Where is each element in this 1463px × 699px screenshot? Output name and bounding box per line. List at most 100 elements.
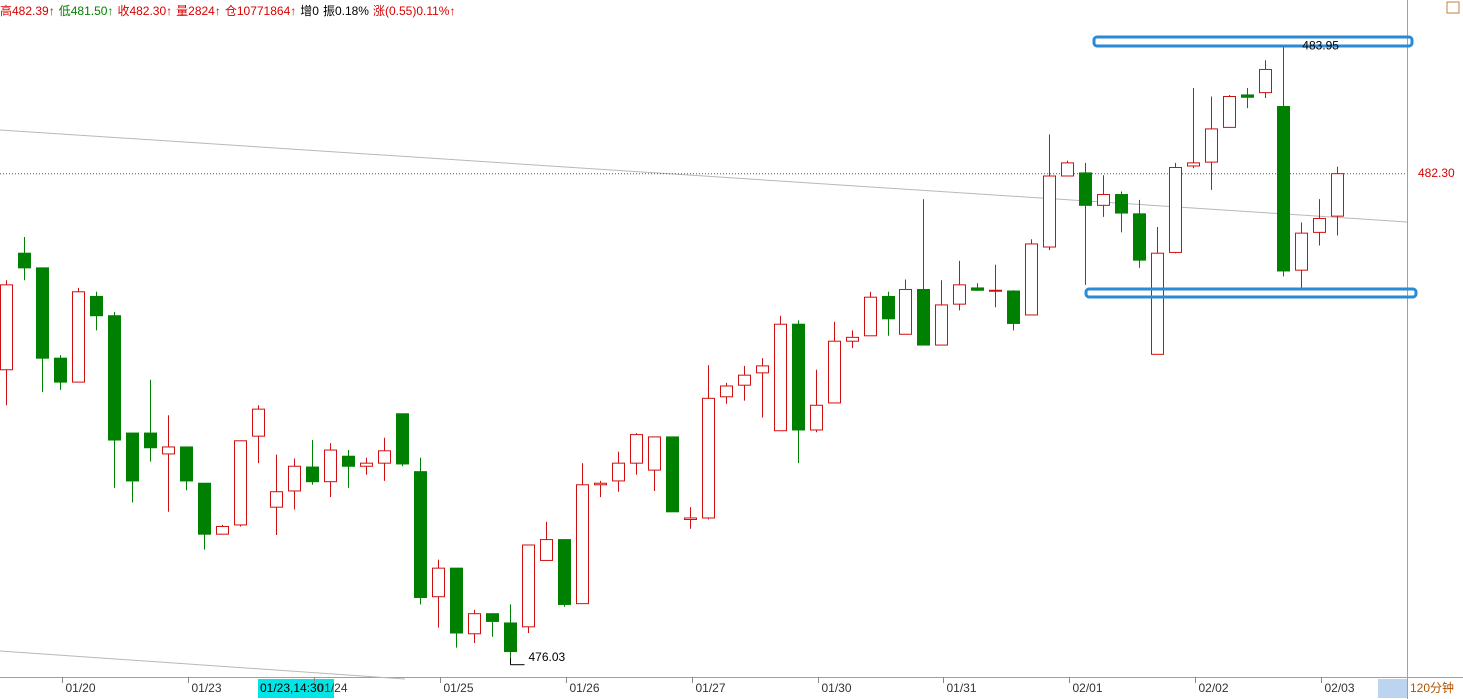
- candle-body: [1295, 232, 1308, 271]
- x-tick-label: 01/23: [191, 681, 221, 695]
- candle-body: [450, 567, 463, 634]
- candle-body: [1115, 194, 1128, 214]
- candle-body: [684, 517, 697, 521]
- scroll-box[interactable]: [1378, 679, 1407, 698]
- candle-body: [1025, 243, 1038, 316]
- candle-body: [396, 413, 409, 465]
- candle-body: [720, 385, 733, 398]
- candle-body: [486, 613, 499, 622]
- candle-body: [162, 446, 175, 455]
- candle-body: [1169, 167, 1182, 253]
- candle-body: [630, 434, 643, 464]
- candle-body: [971, 287, 984, 291]
- candle-body: [270, 491, 283, 508]
- candle-body: [1277, 106, 1290, 272]
- candle-body: [1223, 95, 1236, 128]
- cursor-label: 01/23,14:30: [260, 681, 324, 695]
- candle-body: [1097, 194, 1110, 206]
- candle-body: [468, 613, 481, 635]
- candle-body: [90, 295, 103, 317]
- candle-body: [612, 462, 625, 482]
- candle-body: [558, 539, 571, 605]
- header-item: 振0.18%: [323, 4, 369, 18]
- header-item: 量2824↑: [176, 4, 221, 18]
- candle-body: [1205, 128, 1218, 163]
- candle-body: [1043, 175, 1056, 248]
- x-tick-label: 01/24: [317, 681, 347, 695]
- candle-body: [576, 484, 589, 605]
- candle-body: [432, 567, 445, 598]
- candle-body: [360, 462, 373, 467]
- candle-body: [378, 450, 391, 464]
- last-price-label: 482.30: [1418, 166, 1455, 180]
- candle-body: [1187, 162, 1200, 167]
- candle-body: [504, 622, 517, 653]
- x-tick-label: 02/03: [1324, 681, 1354, 695]
- x-tick-label: 01/31: [946, 681, 976, 695]
- candle-body: [522, 544, 535, 628]
- x-tick-label: 01/25: [443, 681, 473, 695]
- candle-body: [1061, 162, 1074, 177]
- candle-body: [288, 465, 301, 492]
- candle-body: [540, 539, 553, 561]
- header-item: 高482.39↑: [0, 3, 55, 18]
- candle-body: [756, 365, 769, 374]
- candle-body: [738, 374, 751, 386]
- header-item: 涨(0.55)0.11%↑: [373, 3, 455, 18]
- settings-icon[interactable]: [1446, 1, 1460, 14]
- drawn-box[interactable]: [1092, 35, 1414, 48]
- candle-body: [1079, 172, 1092, 206]
- x-tick-label: 01/20: [65, 681, 95, 695]
- candle-body: [899, 288, 912, 335]
- candle-body: [216, 525, 229, 535]
- candle-body: [414, 471, 427, 598]
- candle-body: [810, 404, 823, 431]
- candle-body: [198, 482, 211, 535]
- candle-body: [774, 323, 787, 432]
- candle-body: [917, 288, 930, 346]
- candle-body: [989, 289, 1002, 292]
- candle-body: [702, 397, 715, 519]
- x-tick-label: 02/01: [1072, 681, 1102, 695]
- candles: [0, 46, 1407, 658]
- candle-body: [144, 432, 157, 449]
- candle-body: [234, 440, 247, 526]
- cursor-box: [258, 679, 334, 698]
- high-label: 483.95: [1302, 38, 1339, 52]
- candle-body: [1313, 217, 1326, 233]
- header-item: 收482.30↑: [117, 4, 172, 18]
- candle-body: [1133, 213, 1146, 261]
- candle-body: [792, 323, 805, 431]
- candle-body: [1331, 173, 1344, 217]
- candle-body: [36, 267, 49, 359]
- candle-body: [828, 340, 841, 404]
- header: 高482.39↑ 低481.50↑ 收482.30↑ 量2824↑ 仓10771864↑…: [0, 3, 455, 18]
- candle-body: [54, 357, 67, 383]
- x-tick-label: 01/26: [569, 681, 599, 695]
- candle-body: [935, 304, 948, 346]
- candle-body: [18, 252, 31, 269]
- timeframe[interactable]: 120分钟: [1410, 680, 1454, 695]
- candle-body: [594, 482, 607, 486]
- header-item: 低481.50↑: [59, 4, 114, 18]
- trend-line: [0, 650, 406, 680]
- candle-body: [1151, 252, 1164, 355]
- low-label: 476.03: [529, 650, 566, 664]
- header-item: 增0: [300, 4, 319, 18]
- candle-body: [126, 432, 139, 482]
- candle-body: [108, 315, 121, 441]
- x-tick-label: 02/02: [1198, 681, 1228, 695]
- candle-body: [864, 296, 877, 337]
- candle-body: [180, 446, 193, 482]
- candle-body: [953, 284, 966, 305]
- candle-body: [0, 284, 13, 371]
- candle-body: [1241, 94, 1254, 98]
- candle-body: [252, 408, 265, 437]
- candle-body: [882, 295, 895, 320]
- candle-body: [1259, 68, 1272, 94]
- candle-body: [648, 436, 661, 471]
- drawn-box[interactable]: [1084, 287, 1418, 299]
- candle-body: [1007, 290, 1020, 324]
